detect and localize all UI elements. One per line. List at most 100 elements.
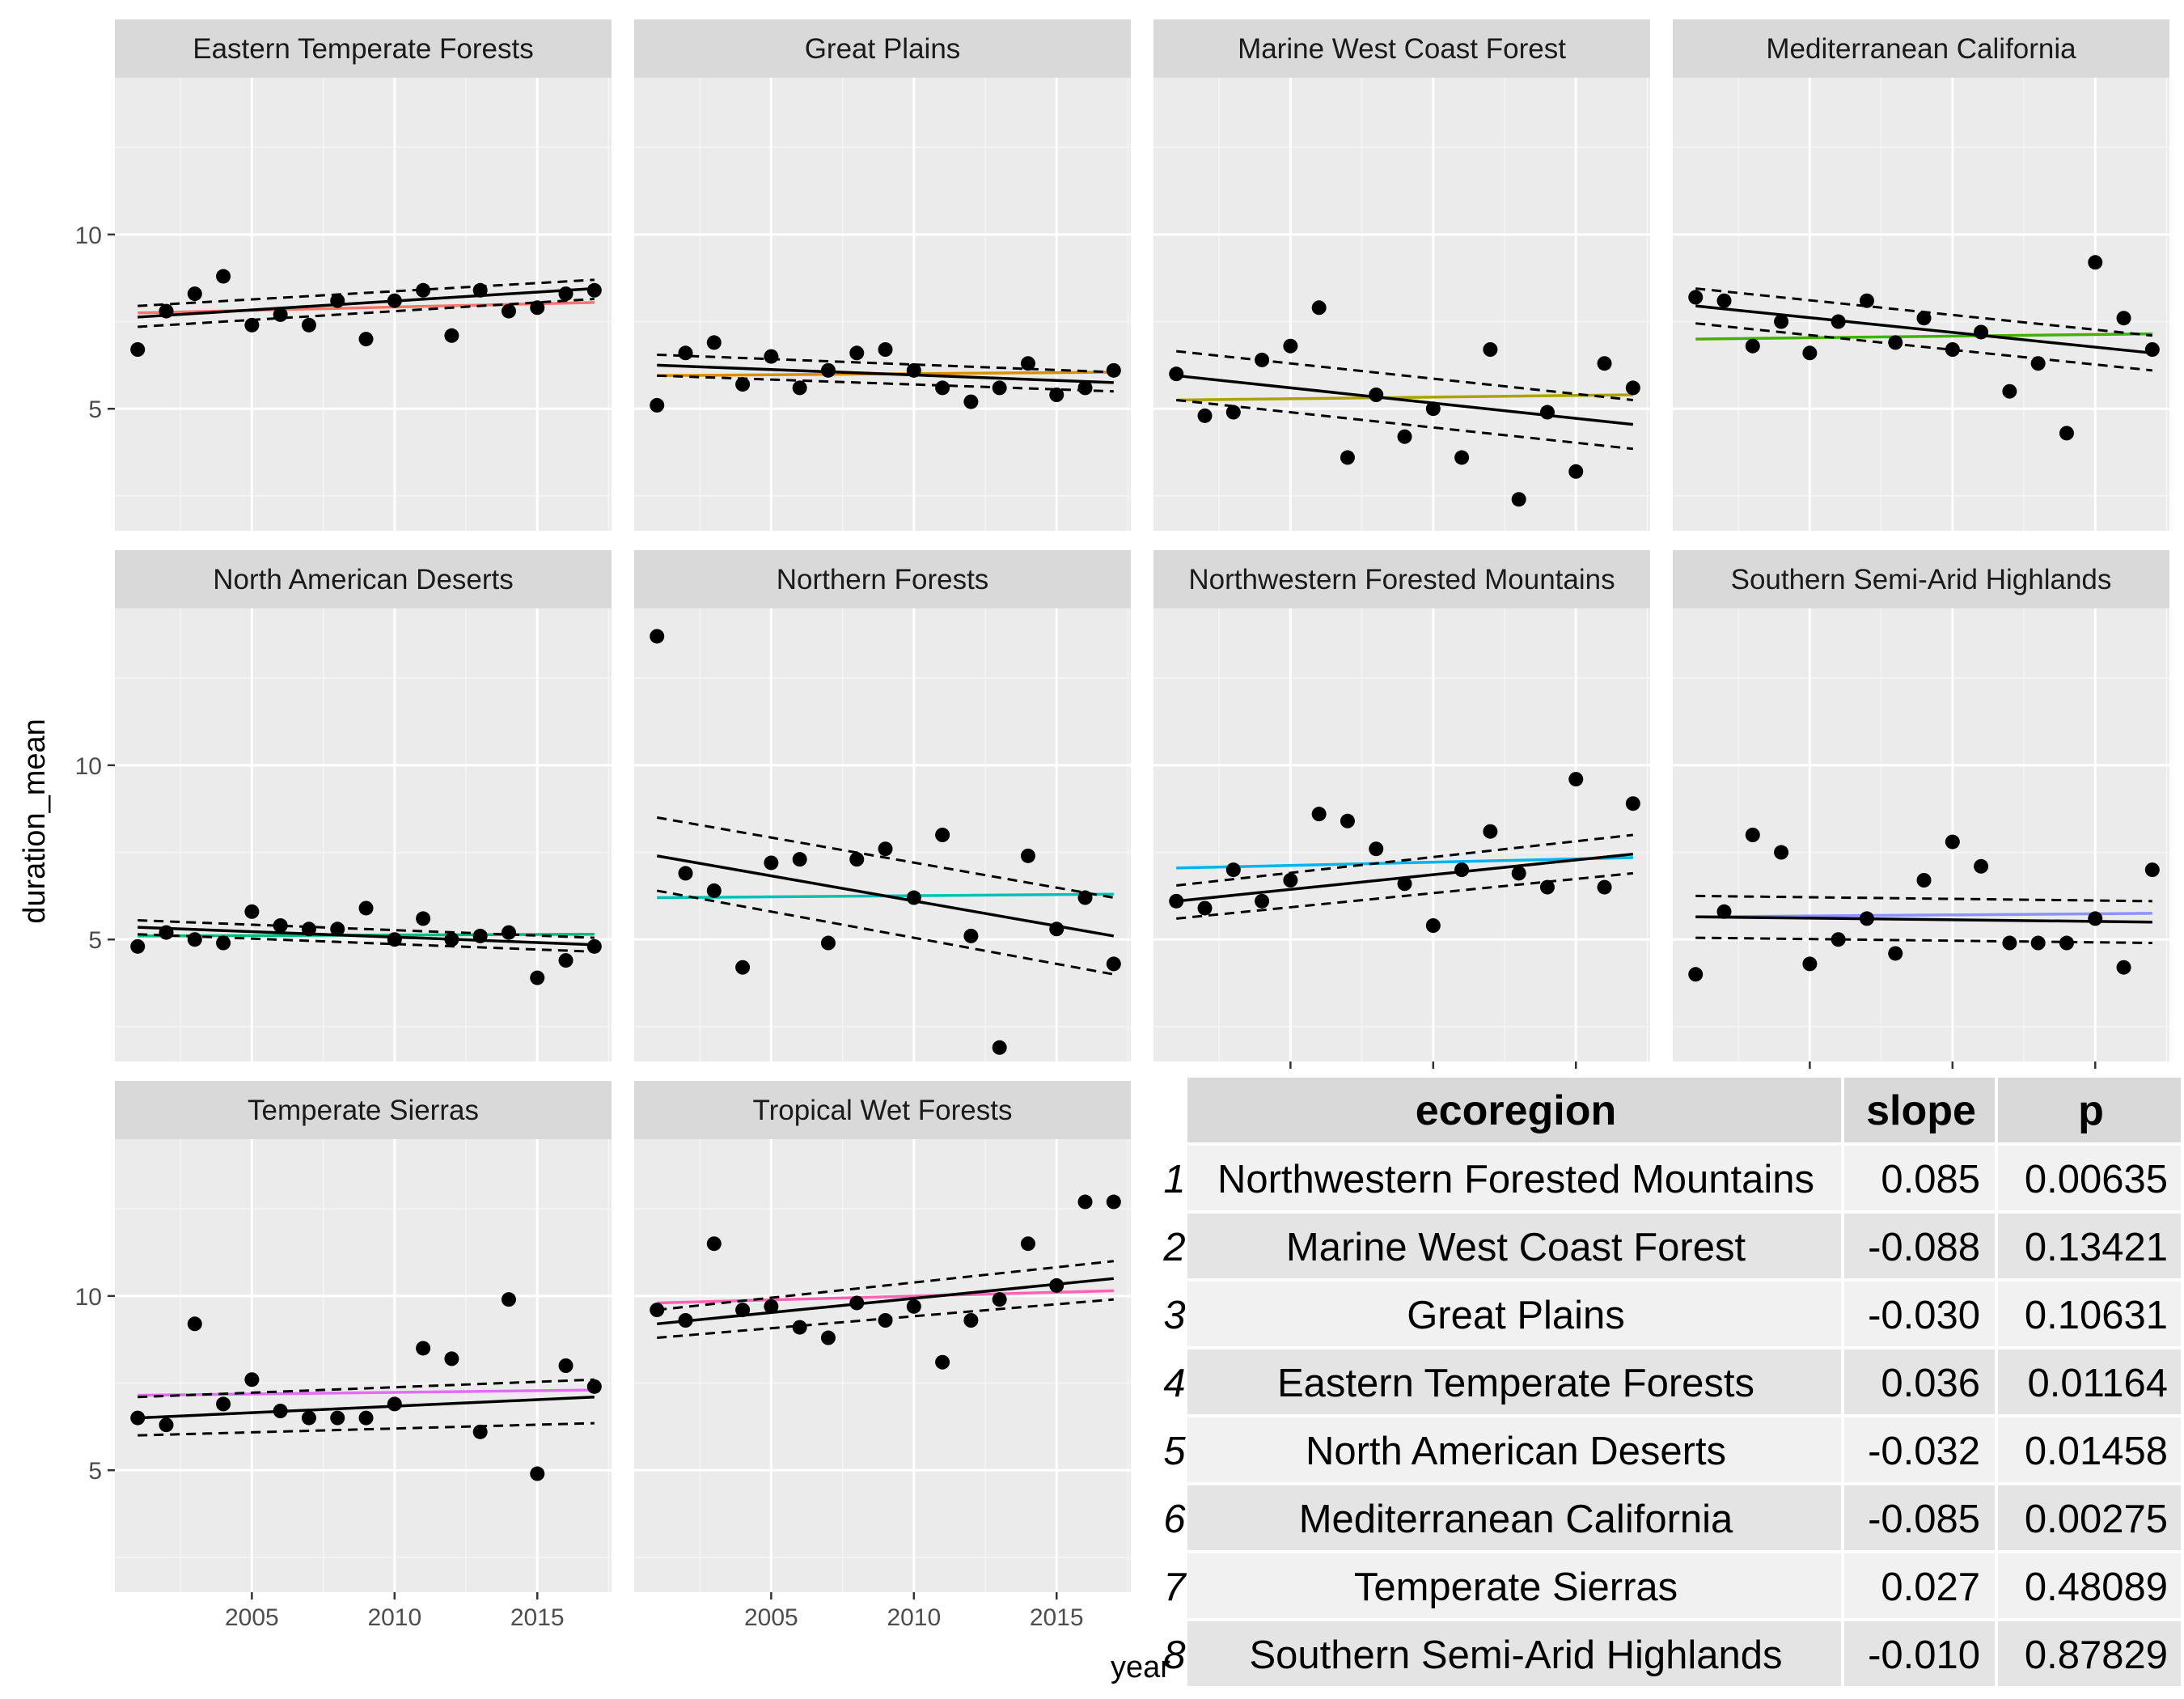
group-mean-line — [1176, 856, 1633, 870]
fit-upper-band — [138, 1378, 595, 1399]
data-point — [330, 293, 345, 308]
fit-upper-band — [1176, 833, 1633, 887]
facet-panel: Great Plains — [634, 19, 1131, 531]
data-point — [244, 1372, 260, 1388]
data-point — [130, 342, 146, 357]
data-point — [472, 1424, 488, 1439]
x-tick-label: 2010 — [367, 1604, 421, 1631]
data-point — [1369, 841, 1384, 857]
data-point — [678, 1313, 693, 1328]
facet-strip-label: Eastern Temperate Forests — [193, 33, 534, 65]
facet-strip — [115, 1081, 612, 1139]
facet-panel: Southern Semi-Arid Highlands — [1673, 550, 2169, 1061]
p-value-cell: 0.01458 — [2025, 1430, 2168, 1473]
data-point — [358, 332, 374, 347]
table-row: 3 Great Plains -0.030 0.10631 — [1163, 1282, 2181, 1346]
data-point — [1597, 879, 1612, 895]
data-point — [586, 938, 602, 954]
ecoregion-cell: Marine West Coast Forest — [1286, 1226, 1746, 1269]
data-point — [935, 380, 950, 396]
row-index: 5 — [1163, 1430, 1186, 1473]
data-point — [1225, 405, 1241, 420]
data-point — [1539, 879, 1555, 895]
slope-cell: -0.088 — [1868, 1226, 1980, 1269]
data-point — [1597, 356, 1612, 371]
data-point — [1568, 464, 1584, 479]
x-tick-label: 2005 — [225, 1604, 279, 1631]
data-point — [678, 345, 693, 361]
table-row: 5 North American Deserts -0.032 0.01458 — [1163, 1417, 2181, 1482]
table-header-cell — [1998, 1078, 2181, 1142]
data-point — [1049, 1277, 1064, 1293]
data-point — [878, 1313, 893, 1328]
facet-strip — [115, 19, 612, 78]
data-point — [472, 282, 488, 298]
data-point — [706, 1236, 722, 1252]
data-point — [1197, 900, 1213, 916]
data-point — [2116, 311, 2131, 326]
data-point — [1974, 324, 1989, 340]
x-tick-label: 2005 — [744, 1604, 798, 1631]
facet-panel: North American Deserts — [115, 550, 612, 1061]
table-row: 4 Eastern Temperate Forests 0.036 0.01164 — [1163, 1349, 2181, 1414]
data-point — [992, 1292, 1007, 1307]
group-mean-line — [657, 1289, 1114, 1305]
data-point — [1745, 338, 1760, 354]
data-point — [792, 1320, 807, 1335]
data-points — [1688, 828, 2160, 982]
fit-upper-band — [138, 919, 595, 939]
data-point — [1716, 293, 1732, 308]
data-point — [159, 303, 174, 319]
slope-cell: 0.027 — [1881, 1566, 1980, 1609]
data-point — [244, 317, 260, 333]
data-point — [586, 282, 602, 298]
data-point — [1745, 828, 1760, 842]
data-point — [1774, 314, 1789, 329]
data-point — [650, 397, 665, 413]
panel-gridlines — [1673, 78, 2169, 531]
data-point — [530, 300, 545, 316]
x-tick-label: 2015 — [510, 1604, 565, 1631]
facet-axes: 5 10 5 10 5 10 2005 2010 2015 2005 2010 2015 — [75, 222, 2097, 1631]
data-point — [1483, 824, 1498, 839]
facet-panel: Marine West Coast Forest — [1153, 19, 1650, 531]
row-index: 3 — [1163, 1294, 1185, 1337]
data-points — [130, 269, 602, 357]
fit-upper-band — [1695, 894, 2152, 903]
fit-lower-band — [138, 933, 595, 953]
data-point — [1397, 876, 1412, 892]
slope-cell: -0.030 — [1868, 1294, 1980, 1337]
regression-line — [657, 1277, 1115, 1326]
data-point — [735, 377, 751, 392]
data-point — [558, 953, 574, 968]
data-point — [820, 935, 836, 951]
fit-upper-band — [657, 1260, 1114, 1311]
data-point — [1020, 356, 1035, 371]
data-point — [878, 841, 893, 857]
data-point — [764, 855, 779, 871]
data-point — [1197, 408, 1213, 423]
data-point — [1831, 314, 1846, 329]
data-point — [187, 286, 202, 302]
data-point — [273, 1404, 288, 1418]
data-point — [301, 922, 316, 937]
panel-background — [634, 608, 1131, 1061]
ecoregion-cell: North American Deserts — [1306, 1430, 1726, 1473]
data-point — [1831, 932, 1846, 947]
data-point — [1049, 388, 1064, 402]
facet-panel: Eastern Temperate Forests — [115, 19, 612, 531]
group-mean-line — [1695, 332, 2152, 341]
data-point — [1511, 492, 1526, 507]
data-point — [558, 286, 574, 302]
ecoregion-cell: Temperate Sierras — [1354, 1566, 1678, 1609]
facet-strip — [634, 1081, 1131, 1139]
data-point — [1340, 450, 1355, 465]
regression-line — [138, 1396, 595, 1420]
facet-strip-label: Temperate Sierras — [248, 1095, 479, 1126]
facet-panel: Temperate Sierras — [115, 1081, 612, 1592]
data-point — [1077, 1194, 1093, 1210]
data-point — [1283, 873, 1298, 888]
data-point — [1916, 873, 1932, 888]
data-point — [2030, 356, 2046, 371]
